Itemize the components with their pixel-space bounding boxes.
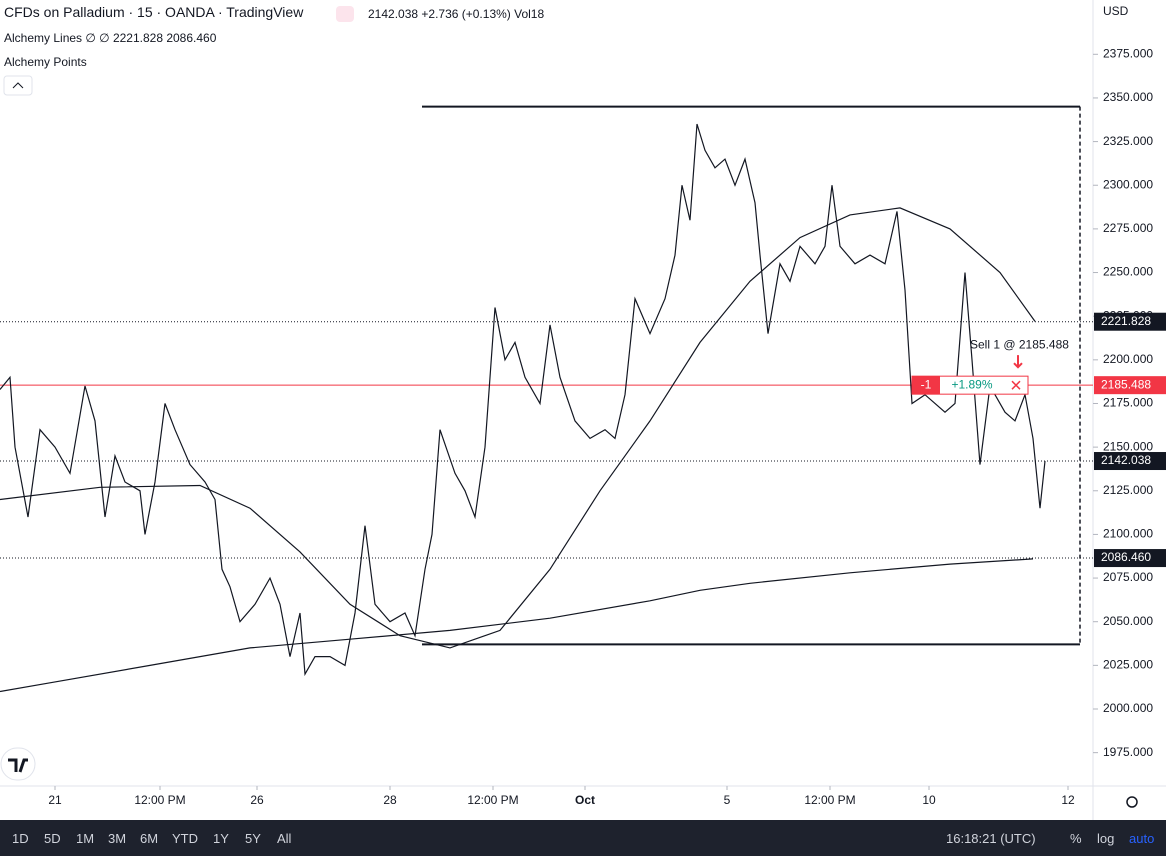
x-tick-label: 12:00 PM xyxy=(134,793,185,807)
x-tick-label: 5 xyxy=(724,793,731,807)
range-button[interactable]: 3M xyxy=(108,831,127,846)
series-line xyxy=(0,123,1046,677)
x-tick-label: 21 xyxy=(48,793,62,807)
symbol-title: CFDs on Palladium · 15 · OANDA · Trading… xyxy=(4,4,304,20)
x-tick-label: 28 xyxy=(383,793,397,807)
x-tick-label: 12 xyxy=(1061,793,1075,807)
chart: USD 1975.000 2000.000 2025.000 2050.000 2075… xyxy=(0,0,1166,820)
clock: 16:18:21 (UTC) xyxy=(946,831,1036,846)
price-badge-label: 2086.460 xyxy=(1101,550,1151,564)
price-badge-label: 2142.038 xyxy=(1101,453,1151,467)
y-tick-label: 2200.000 xyxy=(1103,352,1153,366)
range-button[interactable]: YTD xyxy=(172,831,198,846)
y-tick-label: 2250.000 xyxy=(1103,265,1153,279)
currency[interactable]: USD xyxy=(1103,4,1129,18)
price-badge xyxy=(1094,549,1166,568)
scale-option[interactable]: % xyxy=(1070,831,1082,846)
indicator: Alchemy Points xyxy=(4,55,87,69)
y-tick-label: 2325.000 xyxy=(1103,134,1153,148)
range-button[interactable]: 1Y xyxy=(213,831,229,846)
y-tick-label: 2175.000 xyxy=(1103,396,1153,410)
range-button[interactable]: 1D xyxy=(12,831,29,846)
y-tick-label: 2100.000 xyxy=(1103,527,1153,541)
range-button[interactable]: 5Y xyxy=(245,831,261,846)
position-close[interactable] xyxy=(1011,380,1021,390)
position-qty-bg xyxy=(912,376,940,395)
position-pnl: +1.89% xyxy=(951,377,992,391)
x-tick-label: 10 xyxy=(922,793,936,807)
price-badge-label: 2185.488 xyxy=(1101,377,1151,391)
y-tick-label: 2350.000 xyxy=(1103,90,1153,104)
position-qty: -1 xyxy=(921,377,932,391)
y-tick-label: 2000.000 xyxy=(1103,701,1153,715)
indicator: Alchemy Lines ∅ ∅ 2221.828 2086.460 xyxy=(4,31,217,45)
order-arrow xyxy=(1013,355,1023,369)
logo-mark xyxy=(8,758,28,773)
series-line xyxy=(0,558,1034,693)
y-tick-label: 2275.000 xyxy=(1103,221,1153,235)
status-badge xyxy=(336,6,354,22)
y-tick-label: 2025.000 xyxy=(1103,658,1153,672)
series-line xyxy=(0,207,1036,649)
x-tick-label: 12:00 PM xyxy=(804,793,855,807)
settings[interactable] xyxy=(1126,796,1138,808)
y-tick-label: 2300.000 xyxy=(1103,177,1153,191)
price-badge-label: 2221.828 xyxy=(1101,314,1151,328)
range-button[interactable]: 6M xyxy=(140,831,159,846)
y-tick-label: 2150.000 xyxy=(1103,439,1153,453)
y-tick-label: 2375.000 xyxy=(1103,46,1153,60)
price-badge xyxy=(1094,376,1166,395)
logo[interactable] xyxy=(0,747,36,781)
y-tick-label: 2075.000 xyxy=(1103,570,1153,584)
range-button[interactable]: 1M xyxy=(76,831,95,846)
scale-option[interactable]: auto xyxy=(1129,831,1155,846)
y-tick-label: 2050.000 xyxy=(1103,614,1153,628)
collapse-icon xyxy=(12,82,24,89)
quote: 2142.038 +2.736 (+0.13%) Vol18 xyxy=(368,7,545,21)
price-badge xyxy=(1094,452,1166,471)
x-tick-label: 12:00 PM xyxy=(467,793,518,807)
bottom-toolbar: 1D 5D 1M 3M 6M YTD 1Y 5Y All 16:18:21 (UTC)% log au… xyxy=(0,820,1166,856)
x-tick-label: Oct xyxy=(575,793,595,807)
range-button[interactable]: 5D xyxy=(44,831,61,846)
order-label: Sell 1 @ 2185.488 xyxy=(970,337,1069,351)
y-tick-label: 1975.000 xyxy=(1103,745,1153,759)
y-tick-label: 2125.000 xyxy=(1103,483,1153,497)
collapse-button[interactable] xyxy=(3,75,33,96)
x-tick-label: 26 xyxy=(250,793,264,807)
scale-option[interactable]: log xyxy=(1097,831,1115,846)
price-badge xyxy=(1094,312,1166,331)
range-button[interactable]: All xyxy=(277,831,292,846)
